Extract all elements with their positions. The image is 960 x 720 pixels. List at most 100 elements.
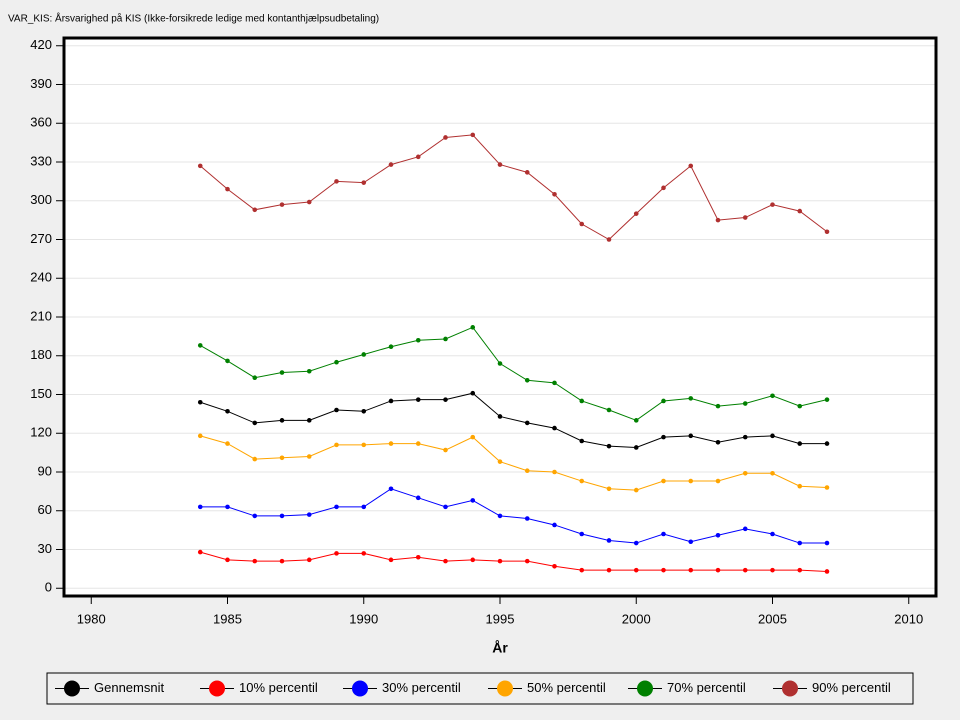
series-marker xyxy=(633,418,639,423)
series-line xyxy=(200,488,827,544)
series-marker xyxy=(252,207,258,213)
legend-label: 70% percentil xyxy=(667,680,746,695)
series-marker xyxy=(770,470,775,476)
series-marker xyxy=(633,540,639,546)
series-marker xyxy=(524,516,530,521)
x-tick-label: 2000 xyxy=(622,611,651,626)
series-marker xyxy=(524,558,530,564)
series-marker xyxy=(797,567,803,573)
series-marker xyxy=(388,398,394,404)
series-marker xyxy=(579,438,585,444)
series-marker xyxy=(443,558,448,564)
series-marker xyxy=(661,398,666,404)
series-marker xyxy=(824,485,830,490)
series-marker xyxy=(552,425,557,431)
legend-marker xyxy=(64,680,80,697)
series-marker xyxy=(306,199,312,205)
series-marker xyxy=(524,468,530,474)
legend-label: 90% percentil xyxy=(812,680,891,695)
series-marker xyxy=(715,478,721,484)
series-marker xyxy=(579,221,585,227)
grid xyxy=(64,45,936,589)
series-marker xyxy=(443,336,448,342)
series-marker xyxy=(197,433,203,439)
y-tick-label: 420 xyxy=(30,37,52,52)
legend-marker xyxy=(497,680,513,697)
series-line xyxy=(200,326,828,421)
y-tick-label: 240 xyxy=(30,270,52,285)
series-marker xyxy=(279,202,285,207)
series-marker xyxy=(552,522,557,528)
series-marker xyxy=(252,456,258,462)
legend-marker xyxy=(209,680,225,697)
series-marker xyxy=(606,407,612,413)
series-marker xyxy=(497,414,503,419)
series-marker xyxy=(415,554,421,560)
y-tick-label: 270 xyxy=(30,231,52,246)
series-marker xyxy=(715,567,721,573)
series-marker xyxy=(279,370,285,375)
series-marker xyxy=(633,487,639,493)
y-tick-label: 30 xyxy=(38,541,52,556)
series-marker xyxy=(524,420,530,426)
series-marker xyxy=(606,538,612,543)
y-tick-label: 360 xyxy=(30,115,52,130)
x-tick-label: 1985 xyxy=(213,611,242,626)
plot xyxy=(197,132,830,574)
series-marker xyxy=(334,504,339,510)
series-marker xyxy=(252,375,258,381)
series-marker xyxy=(361,442,367,448)
series-marker xyxy=(688,163,694,169)
series-marker xyxy=(470,325,476,330)
series-marker xyxy=(334,407,339,413)
series-marker xyxy=(824,441,830,446)
series-marker xyxy=(770,202,775,207)
series-marker xyxy=(388,486,394,492)
series-marker xyxy=(606,443,612,449)
series-marker xyxy=(415,397,421,402)
series-marker xyxy=(470,434,476,440)
series-marker xyxy=(497,361,503,366)
series-marker xyxy=(797,208,803,214)
series-marker xyxy=(770,393,775,399)
series-marker xyxy=(742,567,748,573)
series-marker xyxy=(824,397,830,402)
series-marker xyxy=(252,420,258,426)
y-tick-label: 180 xyxy=(30,347,52,362)
y-tick-label: 150 xyxy=(30,386,52,401)
series-marker xyxy=(606,567,612,573)
series-marker xyxy=(225,441,230,446)
series-marker xyxy=(579,567,585,573)
y-tick-label: 60 xyxy=(38,502,52,517)
series-marker xyxy=(197,163,203,169)
series-marker xyxy=(552,191,557,197)
series-marker xyxy=(552,469,557,475)
series-line xyxy=(200,392,827,448)
series-marker xyxy=(306,418,312,423)
series-line xyxy=(199,134,828,241)
legend-label: 50% percentil xyxy=(527,680,606,695)
series-marker xyxy=(334,179,339,184)
series-marker xyxy=(197,549,203,555)
y-tick-label: 210 xyxy=(30,308,52,323)
series-marker xyxy=(742,401,748,406)
series-marker xyxy=(306,557,312,563)
series-marker xyxy=(388,162,394,167)
y-tick-label: 90 xyxy=(38,463,52,478)
series-marker xyxy=(688,478,694,484)
series-marker xyxy=(361,504,367,510)
series-marker xyxy=(824,569,830,574)
series-marker xyxy=(197,399,203,405)
series-line xyxy=(200,435,828,491)
series-marker xyxy=(306,368,312,374)
series-marker xyxy=(497,459,503,464)
series-marker xyxy=(415,337,421,343)
x-tick-label: 2010 xyxy=(894,611,923,626)
series-marker xyxy=(443,135,448,140)
series-marker xyxy=(552,563,557,569)
series-marker xyxy=(579,398,585,404)
series-marker xyxy=(579,531,585,537)
series-marker xyxy=(306,454,312,459)
series-marker xyxy=(797,540,803,546)
series-marker xyxy=(742,215,748,220)
